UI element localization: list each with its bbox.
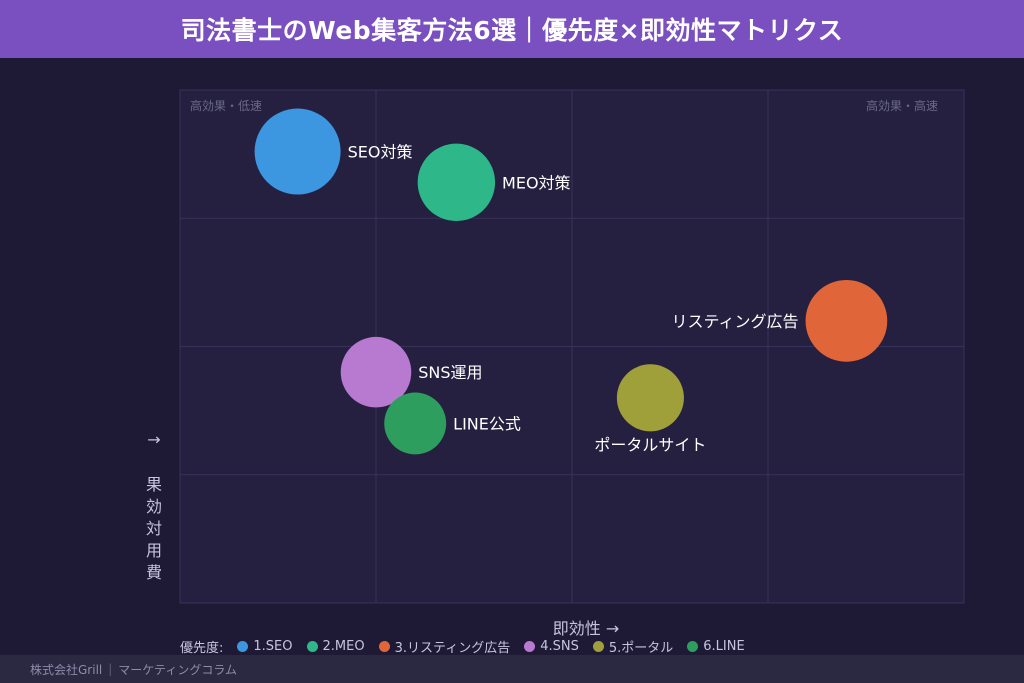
y-axis-label-char: 費 — [146, 563, 162, 582]
grid-lines — [180, 90, 964, 603]
corner-label-top-right: 高効果・高速 — [866, 98, 938, 113]
y-axis-label-char: 用 — [146, 541, 162, 560]
legend-item: 5.ポータル — [592, 637, 674, 656]
legend-dot-icon — [524, 640, 536, 652]
legend: 優先度: 1.SEO 2.MEO 3.リスティング広告 4.SNS 5.ポータル 6.LI… — [180, 636, 745, 656]
footer-bar: 株式会社Grill | マーケティングコラム — [0, 655, 1024, 683]
legend-item: 2.MEO — [306, 638, 365, 654]
bubble-label: MEO対策 — [502, 173, 571, 192]
bubble-label: リスティング広告 — [672, 312, 799, 331]
bubble-point — [616, 364, 684, 432]
legend-label: 4.SNS — [540, 638, 579, 654]
bubble-point — [254, 108, 341, 195]
bubble-point — [340, 336, 412, 408]
header-bar: 司法書士のWeb集客方法6選｜優先度×即効性マトリクス — [0, 0, 1024, 58]
bubble-label: LINE公式 — [453, 414, 521, 433]
legend-label: 5.ポータル — [608, 640, 674, 656]
bubble-point — [384, 392, 447, 455]
x-axis-label: 即効性 → — [553, 619, 620, 636]
legend-dot-icon — [378, 640, 390, 652]
bubble-label: SEO対策 — [348, 143, 413, 162]
corner-label-top-left: 高効果・低速 — [190, 98, 262, 113]
legend-item: 1.SEO — [237, 638, 293, 654]
bubble-label: SNS運用 — [418, 363, 482, 382]
legend-item: 3.リスティング広告 — [378, 637, 511, 656]
y-axis-arrow: → — [147, 430, 160, 449]
y-axis-label-char: 対 — [146, 519, 162, 538]
page-title: 司法書士のWeb集客方法6選｜優先度×即効性マトリクス — [180, 16, 844, 45]
y-axis-label-char: 効 — [146, 497, 162, 516]
bubble-point — [805, 280, 888, 362]
bubble-label: ポータルサイト — [594, 435, 706, 454]
legend-dot-icon — [306, 640, 318, 652]
legend-title: 優先度: — [180, 640, 224, 656]
legend-item: 6.LINE — [687, 638, 745, 654]
legend-dot-icon — [237, 640, 249, 652]
y-axis-label-char: 果 — [146, 475, 162, 494]
legend-label: 2.MEO — [322, 638, 365, 654]
legend-label: 6.LINE — [703, 638, 745, 654]
legend-dot-icon — [592, 640, 604, 652]
footer-company: 株式会社Grill — [30, 662, 103, 677]
footer-section: マーケティングコラム — [118, 662, 237, 677]
legend-label: 3.リスティング広告 — [394, 640, 511, 656]
legend-item: 4.SNS — [524, 639, 579, 654]
footer-separator: | — [108, 662, 113, 676]
legend-dot-icon — [687, 640, 699, 652]
bubble-point — [417, 143, 496, 222]
legend-label: 1.SEO — [253, 638, 293, 654]
